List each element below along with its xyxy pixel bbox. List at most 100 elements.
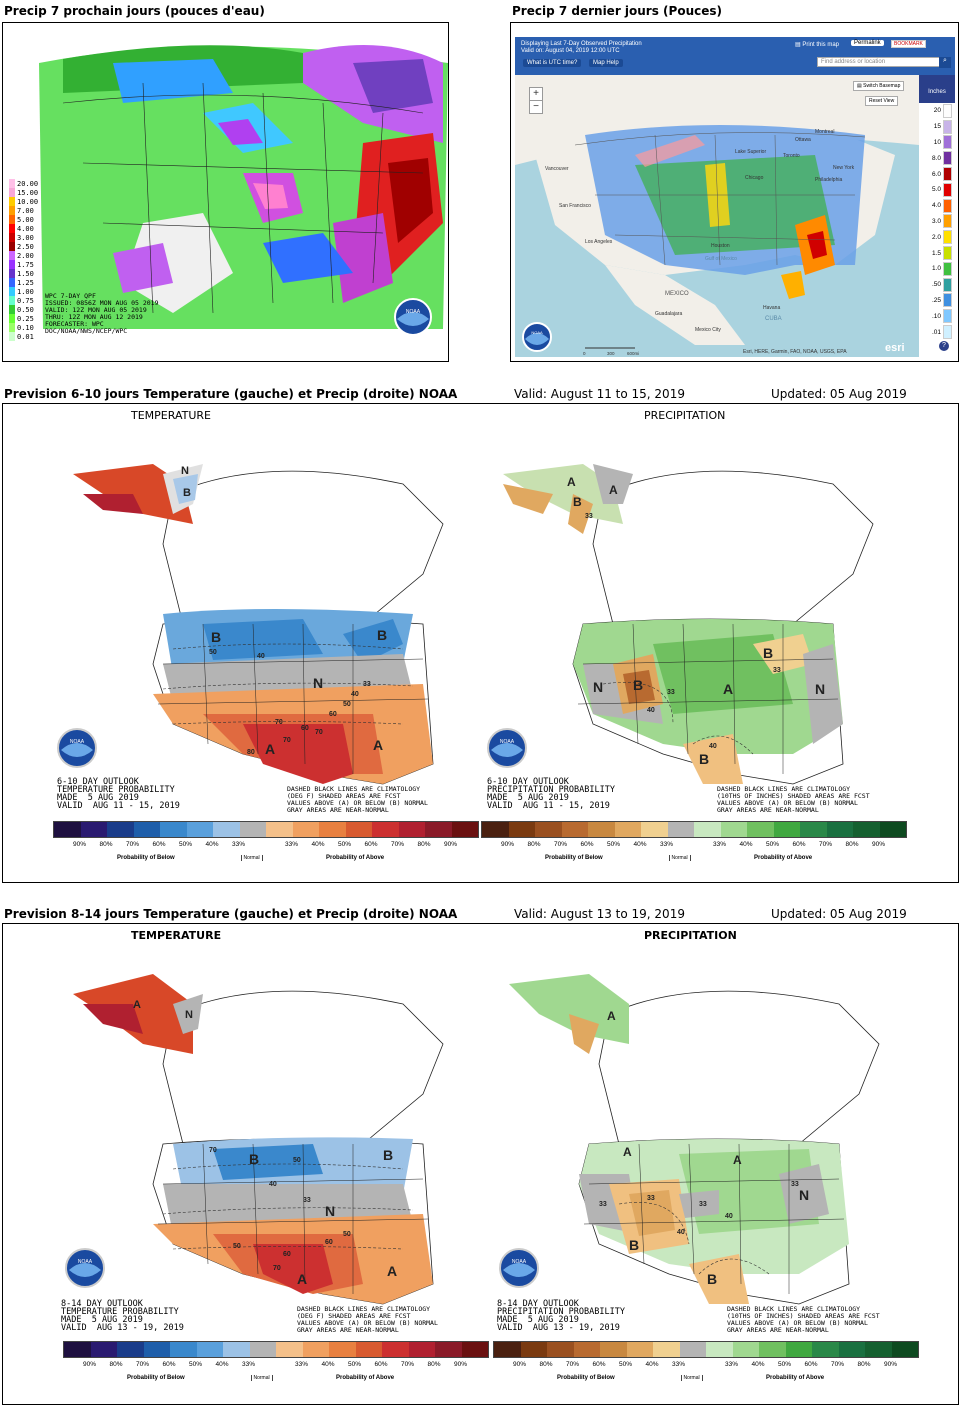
t610-note-line: (DEG F) SHADED AREAS ARE FCST [287,792,401,800]
p610-caption-line: 6-10 DAY OUTLOOK [487,777,569,787]
observed-north-pink [635,135,705,167]
qpf-scale-swatch [9,215,15,224]
observed-guadalajara-label: Guadalajara [655,311,682,317]
t610-note-line: GRAY AREAS ARE NEAR-NORMAL [287,806,389,814]
leg-t610-swatch [425,822,452,837]
t610-label-33: 33 [363,681,371,688]
qpf-scale-swatch [9,188,15,197]
t610-north-belowcore [203,619,323,660]
outlook814-precip-title: PRECIPITATION [644,929,737,942]
scalebar-300: 300 [607,351,615,356]
p814-label-33b: 33 [699,1201,707,1208]
zoom-out-button[interactable]: − [529,100,543,114]
utc-button[interactable]: What is UTC time? [523,59,582,67]
qpf-scale-row: 0.10 [9,323,38,332]
t610-label-70c: 70 [315,729,323,736]
qpf-map: NOAA [39,45,448,336]
legend-label: 15 [933,123,941,131]
leg-t610-normal-label: Normal [240,855,263,861]
leg-p814-above-label: Probability of Above [766,1375,825,1381]
qpf-scale-label: 1.25 [17,278,34,287]
qpf-info-text: WPC 7-DAY QPF ISSUED: 0856Z MON AUG 05 20… [45,293,159,335]
p814-states [583,1143,845,1294]
t814-label-a2: A [297,1271,307,1287]
outlook610-header: Prevision 6-10 jours Temperature (gauche… [4,387,458,401]
t814-caption-line: VALID AUG 13 - 19, 2019 [61,1323,184,1333]
t814-caption-line: MADE 5 AUG 2019 [61,1315,143,1325]
legend-swatch [943,293,952,308]
p610-alaska-above [503,464,623,524]
scalebar-0: 0 [583,351,586,356]
outlook814-valid: Valid: August 13 to 19, 2019 [514,907,685,921]
observed-toronto-label: Toronto [783,153,800,159]
p610-note-line: DASHED BLACK LINES ARE CLIMATOLOGY [717,785,851,793]
leg-p814-caption-row: Probability of Below Normal Probability of… [493,1375,919,1387]
leg-p814-pct: 40% [751,1361,765,1368]
qpf-scale-swatch [9,269,15,278]
p610-label-a2: A [609,483,618,497]
reset-view-button[interactable]: Reset View [865,96,899,106]
qpf-map-panel: NOAA 20.00 15.00 10.00 7.00 5.00 4.00 3.00 2.50… [2,22,449,362]
t610-texas-core [243,724,353,784]
leg-p610-swatch [482,822,509,837]
t814-note-line: GRAY AREAS ARE NEAR-NORMAL [297,1326,399,1334]
zoom-in-button[interactable]: + [529,87,543,101]
qpf-scale-row: 0.50 [9,305,38,314]
qpf-scale-swatch [9,323,15,332]
p814-label-a3: A [733,1153,742,1167]
search-icon[interactable]: ⌕ [939,57,951,68]
p610-east-near [803,644,843,744]
leg-t610-pct: 90% [443,841,457,848]
leg-t814-swatch [170,1342,197,1357]
t610-alaska-core [83,494,143,514]
legend-row: .25 [919,293,955,309]
leg-p610-bar [481,821,907,838]
leg-p814-swatch [520,1342,547,1357]
legend-label: 3.0 [931,217,941,225]
map-help-button[interactable]: Map Help [589,59,623,67]
leg-p610-pct: 33% [712,841,726,848]
observed-precip-red [807,231,827,259]
leg-p814-normal-label: Normal [680,1375,703,1381]
legend-row: 6.0 [919,166,955,182]
qpf-scale-row: 0.75 [9,296,38,305]
p814-plains-near [679,1190,719,1218]
observed-legend: Inches 20 15 10 8.0 6.0 5.0 4.0 3.0 2.0 1.5 1.0 .50… [919,75,955,357]
leg-t610-pct-row: 90% 80% 70% 60% 50% 40% 33% 33% 40% 50% 60% 70% 80% 9… [53,841,479,853]
p814-label-a1: A [607,1009,616,1023]
p814-label-b1: B [629,1237,639,1253]
qpf-scale-row: 7.00 [9,206,38,215]
leg-t814-pct: 90% [82,1361,96,1368]
p610-note-line: VALUES ABOVE (A) OR BELOW (B) NORMAL [717,799,858,807]
legend-row: 4.0 [919,198,955,214]
qpf-scale-label: 20.00 [17,179,39,188]
outlook610-precip-map: A A B 33 B B 40 N 33 A 40 B N 33 [503,464,874,785]
bookmark-button[interactable]: BOOKMARK [891,40,926,48]
legend-units: Inches [919,75,955,103]
qpf-scale-swatch [9,242,15,251]
qpf-scale-row: 15.00 [9,188,38,197]
switch-basemap-button[interactable]: ▤ Switch Basemap [853,81,905,91]
legend-label: 5.0 [931,186,941,194]
t610-caption-line: MADE 5 AUG 2019 [57,793,139,803]
qpf-scale-swatch [9,278,15,287]
t814-alaska-core [83,1004,143,1034]
leg-t814-pct: 50% [347,1361,361,1368]
leg-p610-swatch [879,822,906,837]
print-map-link[interactable]: ▤ Print this map [795,41,839,48]
observed-havana-label: Havana [763,305,780,311]
leg-p610-above-label: Probability of Above [754,855,813,861]
legend-swatch [943,261,952,276]
legend-swatch [943,119,952,134]
qpf-scale-swatch [9,224,15,233]
leg-t814-pct: 50% [188,1361,202,1368]
p814-rockies-core [629,1190,675,1236]
observed-canada [515,75,919,165]
help-icon[interactable]: ? [939,341,949,351]
t610-climo-lines [162,643,414,725]
location-search-input[interactable]: Find address or location [817,57,941,67]
legend-swatch [943,167,952,182]
qpf-scale-label: 2.00 [17,251,34,260]
permalink-button[interactable]: Permalink [851,40,884,46]
qpf-scale-swatch [9,197,15,206]
